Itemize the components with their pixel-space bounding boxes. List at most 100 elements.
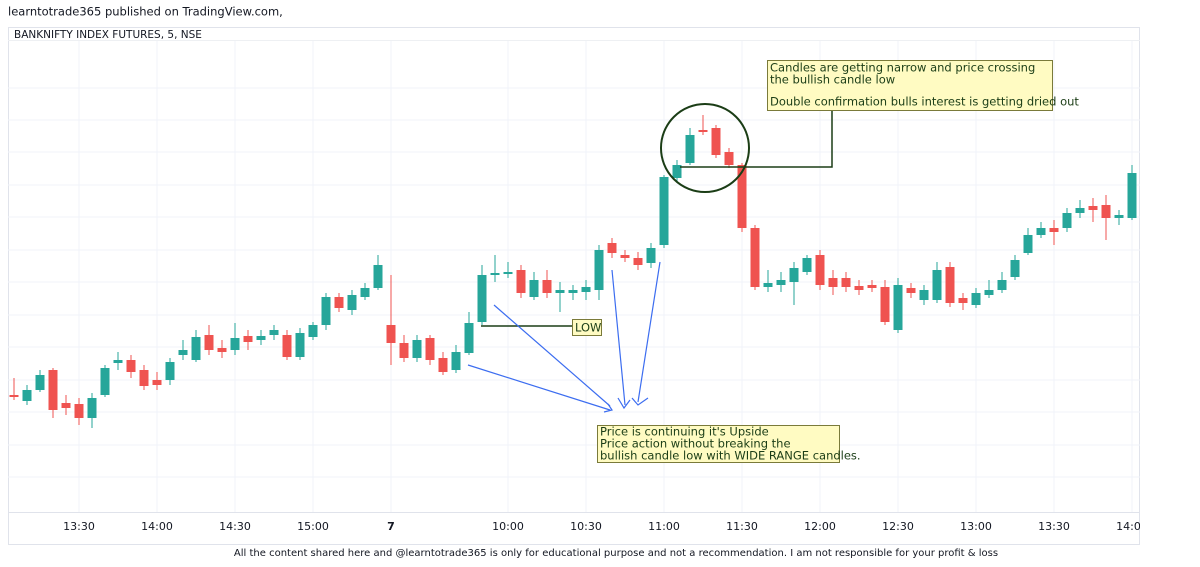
x-tick-label: 13:00 (960, 520, 992, 533)
candle-body (1127, 173, 1137, 218)
candle-body (9, 395, 19, 397)
candle-body (87, 398, 97, 418)
candle-body (35, 375, 45, 390)
candle-body (126, 360, 136, 372)
candle-body (22, 390, 32, 401)
candle-body (867, 285, 877, 288)
candle-body (139, 370, 149, 386)
candle-body (516, 270, 526, 293)
x-tick-label: 15:00 (297, 520, 329, 533)
panel-border (8, 27, 1140, 545)
annotations: Candles are getting narrow and price cro… (467, 60, 1079, 463)
candle-body (555, 290, 565, 293)
x-tick-label: 13:30 (1038, 520, 1070, 533)
candle-body (503, 272, 513, 274)
note-text: bullish candle low with WIDE RANGE candl… (600, 449, 861, 463)
candle-body (113, 360, 123, 363)
x-tick-label: 12:00 (804, 520, 836, 533)
x-tick-label: 12:30 (882, 520, 914, 533)
candle-body (698, 130, 708, 132)
candle-body (334, 297, 344, 308)
candle-body (438, 358, 448, 372)
candle-body (308, 325, 318, 337)
candle-body (1023, 235, 1033, 253)
candle-body (815, 255, 825, 285)
candle-body (581, 287, 591, 292)
candle-body (802, 258, 812, 272)
candle-body (347, 295, 357, 310)
candle-body (1075, 208, 1085, 213)
note-text: LOW (575, 321, 601, 335)
candle-body (633, 258, 643, 265)
candle-body (568, 290, 578, 293)
candle-body (217, 348, 227, 352)
candle-body (893, 285, 903, 330)
highlight-circle (660, 103, 750, 193)
note-box (597, 425, 840, 463)
candle-body (243, 336, 253, 342)
candle-body (841, 278, 851, 287)
x-tick-label: 14:00 (141, 520, 173, 533)
x-tick-label: 14:00 (1116, 520, 1148, 533)
h-grid (8, 87, 1140, 478)
x-tick-label: 10:00 (492, 520, 524, 533)
candle-body (529, 280, 539, 297)
x-tick-label: 7 (387, 520, 395, 533)
candle-body (464, 323, 474, 353)
candle-body (1062, 213, 1072, 228)
candle-body (971, 293, 981, 305)
candle-body (152, 380, 162, 385)
candle-body (828, 278, 838, 287)
chart-title: BANKNIFTY INDEX FUTURES, 5, NSE (14, 29, 202, 41)
candle-body (425, 338, 435, 360)
candle-body (360, 288, 370, 297)
candle-body (711, 128, 721, 155)
candle-body (919, 290, 929, 300)
candle-body (295, 333, 305, 357)
candle-body (724, 152, 734, 165)
candle-body (594, 250, 604, 290)
candle-body (776, 280, 786, 285)
candle-body (542, 280, 552, 293)
candle-body (945, 267, 955, 303)
candle-body (997, 280, 1007, 290)
candle-body (607, 243, 617, 253)
candle-body (256, 336, 266, 340)
footer: All the content shared here and @learnto… (234, 548, 998, 559)
candle-body (685, 135, 695, 163)
candle-body (1036, 228, 1046, 235)
candle-body (737, 165, 747, 228)
candle-body (750, 228, 760, 287)
candle-body (191, 337, 201, 360)
candle-body (321, 297, 331, 325)
candle-body (451, 352, 461, 370)
candle-body (74, 404, 84, 418)
candle-body (789, 268, 799, 282)
candle-body (100, 368, 110, 395)
x-tick-label: 13:30 (63, 520, 95, 533)
header: learntotrade365 published on TradingView… (8, 5, 283, 19)
x-tick-label: 14:30 (219, 520, 251, 533)
candle-body (763, 283, 773, 287)
arrows (467, 261, 661, 413)
candle-body (230, 338, 240, 350)
candle-body (399, 343, 409, 358)
candle-body (672, 165, 682, 178)
candle-body (1088, 206, 1098, 210)
candle-body (906, 288, 916, 293)
candle-body (373, 265, 383, 288)
candle-body (620, 255, 630, 258)
candle-body (1101, 205, 1111, 218)
candle-body (48, 370, 58, 410)
candle-body (984, 290, 994, 295)
note-text: the bullish candle low (770, 73, 895, 87)
candle-body (165, 362, 175, 380)
note-box (767, 60, 1053, 111)
note-text: Candles are getting narrow and price cro… (770, 61, 1035, 75)
x-tick-label: 11:30 (726, 520, 758, 533)
note-box (572, 319, 602, 336)
candle-body (854, 286, 864, 290)
x-tick-label: 10:30 (570, 520, 602, 533)
